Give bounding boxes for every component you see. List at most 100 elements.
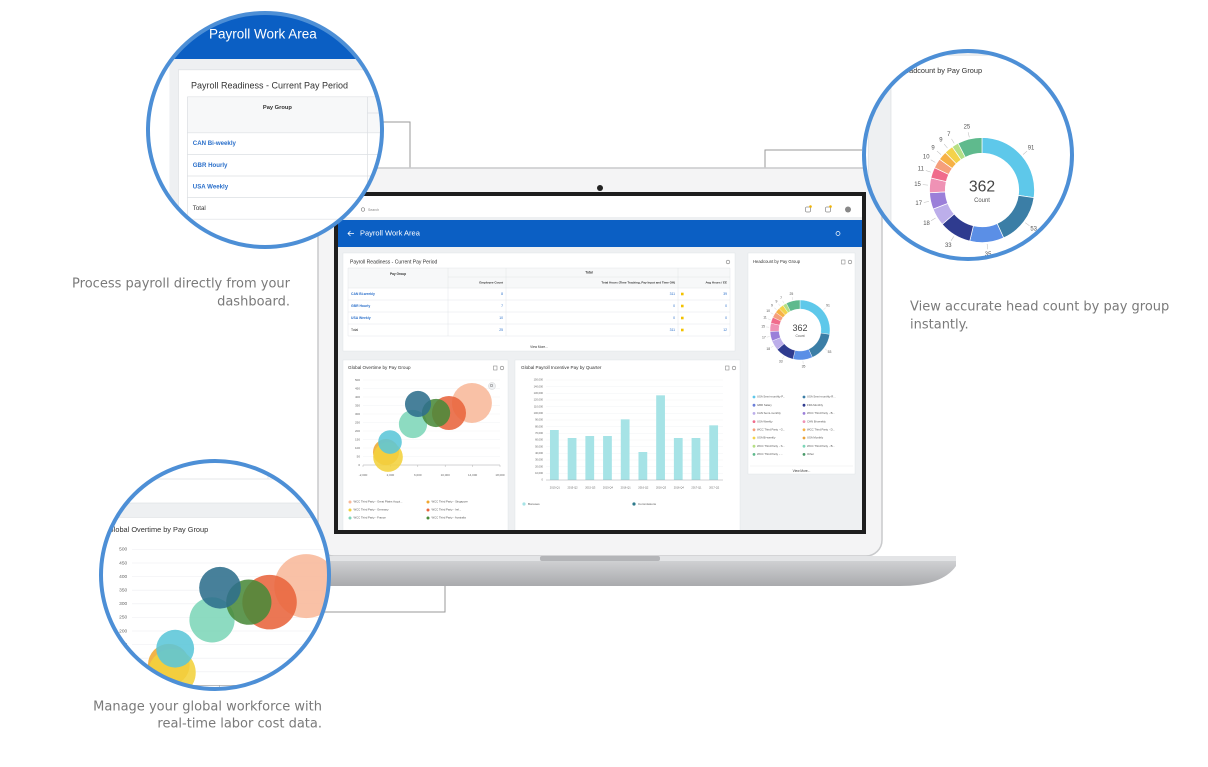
settings-icon (1066, 31, 1073, 38)
legend-marker (802, 403, 806, 407)
legend-marker (802, 428, 806, 432)
legend-marker (802, 453, 806, 456)
segment-label: 11 (918, 166, 925, 172)
legend-marker (987, 391, 992, 396)
legend-label: FRA Monthly (1014, 341, 1043, 347)
employee-count: 8 (463, 140, 467, 147)
y-tick-label: 110,000 (405, 589, 420, 594)
label-leader (1006, 264, 1007, 269)
legend-label: Bonuses (396, 745, 415, 751)
legend-label: USA Bi-weekly (762, 639, 792, 644)
legend-label: WCC Third Party - Irel... (432, 508, 462, 512)
x-tick-label: 2015-Q4 (516, 719, 533, 724)
employee-count: 8 (501, 292, 503, 296)
laptop-base (258, 556, 956, 586)
bar (585, 436, 595, 480)
legend-marker (426, 508, 430, 512)
y-tick-label: 400 (119, 574, 127, 580)
legend-label: WCC Third Party - D... (842, 626, 887, 631)
pay-group: GBR Hourly (113, 428, 144, 434)
y-tick-label: 100,000 (405, 600, 421, 605)
chart-type-icon (1076, 82, 1082, 89)
legend-marker (1006, 371, 1011, 376)
legend-label: WCC Third Party - B... (807, 411, 835, 415)
legend-label: WCC Third Party - S... (762, 653, 806, 658)
y-tick-label: 60,000 (535, 438, 543, 442)
legend-label: WCC Third Party - Australia (432, 516, 467, 520)
bar (573, 665, 587, 710)
x-tick-label: 2015-Q1 (431, 719, 448, 724)
column-header: Pay Group (390, 272, 406, 276)
legend-label: CHN Bi-weekly (994, 348, 1027, 354)
x-tick-label: 2016-Q2 (638, 486, 649, 490)
legend-label: USA Monthly (842, 639, 869, 644)
y-tick-label: 120,000 (534, 398, 544, 402)
zoom-button (488, 382, 496, 390)
legend-label: Other (842, 666, 854, 671)
legend-label: WCC Third Party - Great Plains Acqui... (117, 742, 195, 747)
pay-group: USA Weekly (113, 448, 144, 454)
magnifier-ring (146, 11, 384, 249)
x-tick-label: -2,000 (210, 441, 225, 447)
y-tick-label: 0 (542, 478, 544, 482)
panel-title: Payroll Readiness - Current Pay Period (111, 356, 251, 365)
y-tick-label: 100 (355, 446, 360, 450)
segment-label: 10 (766, 309, 770, 313)
legend-marker (916, 415, 921, 420)
x-tick-label: 10,000 (441, 473, 451, 477)
legend-label: USA Semi-monthly R... (807, 395, 836, 399)
back-arrow (191, 17, 202, 26)
x-tick-label: 2016-Q3 (601, 719, 618, 724)
segment-label: 25 (789, 292, 793, 296)
y-tick-label: 250 (355, 420, 360, 424)
label-leader (782, 356, 784, 360)
bar (516, 639, 530, 709)
pay-group: CAN Bi-weekly (113, 409, 151, 415)
legend-label: CHN Bi-weekly (842, 613, 873, 618)
legend-label: USA Bi-weekly (907, 376, 940, 382)
legend-label: USA Semi-monthly R... (1014, 326, 1065, 332)
total-hours: 0 (673, 316, 675, 320)
segment-label: 18 (923, 221, 930, 227)
zoom-icon (489, 383, 493, 387)
legend-marker (348, 516, 352, 520)
bar (686, 622, 700, 709)
segment-label: 9 (931, 145, 935, 151)
status-flag (681, 328, 684, 332)
legend-marker (1006, 341, 1011, 346)
legend-marker (348, 500, 352, 504)
legend-label: WCC Third Party - D... (994, 362, 1043, 368)
settings-icon (847, 259, 853, 265)
legend-label: WCC Third Party - Singapore (242, 742, 301, 747)
bubble (404, 390, 432, 418)
x-tick-label: 2017-Q1 (691, 486, 702, 490)
donut-total-label: Count (974, 198, 990, 204)
legend-marker (755, 614, 759, 618)
donut-segment (957, 137, 983, 158)
y-tick-label: 90,000 (407, 610, 420, 615)
legend-label: CAN Semi-monthly (757, 411, 781, 415)
bar (709, 425, 719, 480)
segment-label: 7 (947, 132, 950, 138)
y-tick-label: 200 (119, 628, 127, 634)
legend-label: GBR Salary (757, 403, 772, 407)
legend-label: WCC Third Party - B... (842, 600, 886, 605)
pay-group: GBR Hourly (351, 304, 370, 308)
caption: real-time labor cost data. (157, 717, 322, 732)
bar (620, 419, 630, 480)
bubble (235, 381, 281, 427)
laptop-notch (540, 556, 660, 561)
legend-label: FRA Monthly (842, 587, 868, 592)
employee-count: 10 (499, 316, 503, 320)
x-tick-label: 2017-Q2 (709, 486, 720, 490)
total-hours: 0 (760, 146, 764, 152)
bar (459, 642, 473, 709)
back-arrow (347, 230, 354, 237)
label-leader (967, 132, 970, 138)
legend-label: WCC Third Party - G... (924, 385, 975, 391)
segment-label: 10 (923, 155, 930, 161)
donut-segment (792, 348, 813, 361)
legend-label: WCC Third Party - ... (757, 452, 783, 456)
pay-group: GBR Hourly (193, 162, 228, 169)
status-flag (681, 316, 684, 320)
